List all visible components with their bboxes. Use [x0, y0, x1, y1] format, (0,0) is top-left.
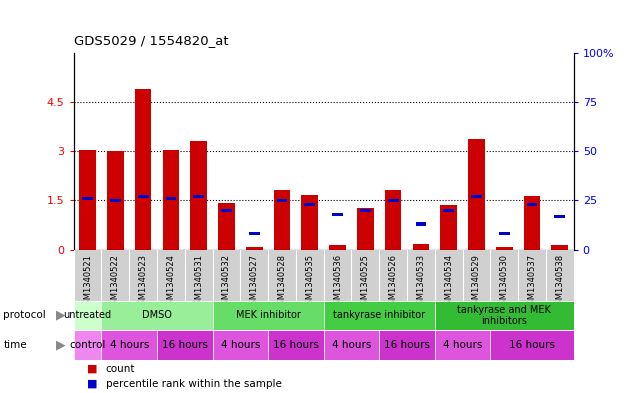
Bar: [221, 209, 232, 212]
Bar: [440, 205, 457, 250]
Text: 16 hours: 16 hours: [384, 340, 430, 350]
Bar: [74, 330, 101, 360]
Bar: [551, 244, 568, 250]
Bar: [357, 208, 374, 250]
Text: tankyrase inhibitor: tankyrase inhibitor: [333, 310, 426, 320]
Bar: [499, 232, 510, 235]
Text: ■: ■: [87, 378, 97, 389]
Text: GSM1340531: GSM1340531: [194, 253, 203, 310]
Text: GSM1340535: GSM1340535: [305, 253, 314, 310]
Bar: [554, 215, 565, 218]
Bar: [435, 301, 574, 330]
Bar: [246, 247, 263, 250]
Bar: [360, 209, 370, 212]
Bar: [163, 150, 179, 250]
Bar: [527, 203, 537, 206]
Text: MEK inhibitor: MEK inhibitor: [236, 310, 301, 320]
Bar: [101, 301, 213, 330]
Bar: [444, 209, 454, 212]
Text: GSM1340530: GSM1340530: [500, 253, 509, 310]
Text: GSM1340522: GSM1340522: [111, 253, 120, 310]
Bar: [413, 244, 429, 250]
Text: GSM1340523: GSM1340523: [138, 253, 147, 310]
Bar: [79, 150, 96, 250]
Text: ▶: ▶: [56, 309, 66, 322]
Text: 4 hours: 4 hours: [443, 340, 482, 350]
Bar: [135, 89, 151, 250]
Text: ▶: ▶: [56, 338, 66, 351]
Bar: [110, 199, 121, 202]
Text: GSM1340529: GSM1340529: [472, 253, 481, 310]
Text: GSM1340521: GSM1340521: [83, 253, 92, 310]
Text: GSM1340537: GSM1340537: [528, 253, 537, 310]
Bar: [190, 141, 207, 250]
Bar: [385, 190, 401, 250]
Text: GSM1340534: GSM1340534: [444, 253, 453, 310]
Bar: [415, 222, 426, 226]
Bar: [249, 232, 260, 235]
Bar: [213, 301, 324, 330]
Bar: [157, 330, 213, 360]
Text: protocol: protocol: [3, 310, 46, 320]
Text: GSM1340533: GSM1340533: [417, 253, 426, 310]
Bar: [301, 195, 318, 250]
Text: 16 hours: 16 hours: [162, 340, 208, 350]
Text: GSM1340536: GSM1340536: [333, 253, 342, 310]
Bar: [218, 203, 235, 250]
Bar: [490, 330, 574, 360]
Text: DMSO: DMSO: [142, 310, 172, 320]
Bar: [324, 301, 435, 330]
Bar: [524, 196, 540, 250]
Text: GDS5029 / 1554820_at: GDS5029 / 1554820_at: [74, 34, 228, 47]
Text: GSM1340527: GSM1340527: [250, 253, 259, 310]
Text: untreated: untreated: [63, 310, 112, 320]
Bar: [138, 195, 149, 198]
Text: count: count: [106, 364, 135, 374]
Text: 4 hours: 4 hours: [110, 340, 149, 350]
Bar: [471, 195, 482, 198]
Text: ■: ■: [87, 364, 97, 374]
Bar: [304, 203, 315, 206]
Text: control: control: [69, 340, 106, 350]
Bar: [213, 330, 268, 360]
Bar: [332, 213, 343, 216]
Text: tankyrase and MEK
inhibitors: tankyrase and MEK inhibitors: [457, 305, 551, 326]
Text: 4 hours: 4 hours: [332, 340, 371, 350]
Text: 16 hours: 16 hours: [273, 340, 319, 350]
Text: 16 hours: 16 hours: [509, 340, 555, 350]
Bar: [74, 301, 101, 330]
Text: 4 hours: 4 hours: [221, 340, 260, 350]
Text: GSM1340538: GSM1340538: [555, 253, 564, 310]
Text: percentile rank within the sample: percentile rank within the sample: [106, 378, 281, 389]
Bar: [277, 199, 287, 202]
Text: GSM1340526: GSM1340526: [388, 253, 397, 310]
Text: time: time: [3, 340, 27, 350]
Bar: [165, 197, 176, 200]
Text: GSM1340528: GSM1340528: [278, 253, 287, 310]
Bar: [388, 199, 399, 202]
Text: GSM1340532: GSM1340532: [222, 253, 231, 310]
Text: GSM1340525: GSM1340525: [361, 253, 370, 310]
Bar: [468, 139, 485, 250]
Bar: [101, 330, 157, 360]
Text: GSM1340524: GSM1340524: [167, 253, 176, 310]
Bar: [324, 330, 379, 360]
Bar: [194, 195, 204, 198]
Bar: [496, 247, 513, 250]
Bar: [274, 190, 290, 250]
Bar: [107, 151, 124, 250]
Bar: [268, 330, 324, 360]
Bar: [379, 330, 435, 360]
Bar: [435, 330, 490, 360]
Bar: [329, 244, 346, 250]
Bar: [82, 197, 93, 200]
